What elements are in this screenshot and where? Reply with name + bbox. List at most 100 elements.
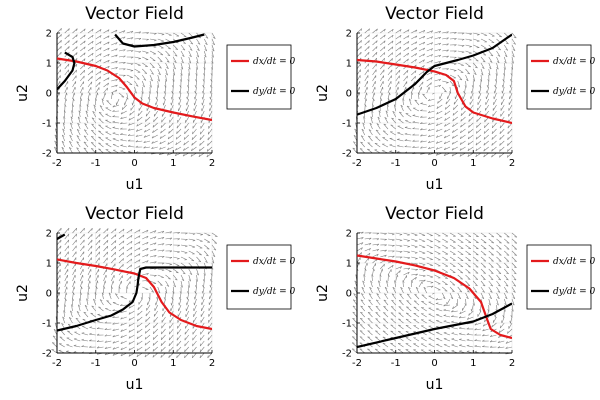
vector-arrow: [87, 92, 91, 100]
vector-arrow: [504, 256, 510, 262]
vector-arrow-head: [136, 118, 139, 122]
vector-arrow: [165, 237, 172, 240]
vector-arrow: [452, 122, 458, 128]
vector-arrow: [72, 92, 75, 100]
vector-arrow: [480, 280, 486, 287]
vector-arrow-head: [460, 278, 463, 280]
vector-arrow: [499, 146, 505, 152]
vector-arrow-head: [451, 147, 454, 151]
vector-arrow-head: [461, 45, 465, 47]
vector-arrow-head: [368, 293, 372, 295]
vector-arrow: [56, 251, 62, 258]
vector-arrow: [360, 141, 365, 148]
vector-arrow-head: [360, 46, 362, 49]
vector-arrow-head: [122, 246, 125, 250]
vector-arrow-head: [120, 335, 123, 338]
vector-arrow: [173, 268, 179, 274]
vector-arrow: [211, 56, 214, 64]
vector-arrow: [374, 149, 381, 154]
vector-arrow-head: [66, 350, 69, 352]
y-axis-label: u2: [15, 84, 31, 102]
vector-arrow: [363, 116, 366, 124]
vector-arrow: [497, 346, 505, 349]
vector-arrow-head: [115, 60, 118, 64]
vector-arrow-head: [163, 91, 166, 94]
vector-arrow-head: [135, 134, 138, 137]
vector-arrow: [507, 146, 513, 152]
vector-arrow: [167, 134, 174, 140]
vector-arrow: [203, 268, 206, 276]
vector-arrow: [496, 232, 502, 238]
vector-arrow: [459, 333, 466, 336]
vector-arrow-head: [120, 310, 123, 313]
vector-arrow: [83, 141, 89, 148]
vector-arrow: [395, 250, 403, 252]
vector-arrow-head: [454, 50, 457, 53]
vector-arrow: [72, 75, 77, 82]
vector-arrow-head: [101, 98, 104, 101]
vector-arrow: [428, 122, 435, 126]
vector-arrow: [144, 352, 151, 358]
vector-arrow: [80, 70, 85, 76]
vector-arrow: [207, 346, 213, 353]
vector-arrow: [145, 110, 151, 117]
vector-arrow-head: [137, 113, 139, 116]
vector-arrow: [159, 146, 166, 150]
vector-arrow: [496, 238, 502, 244]
vector-arrow-head: [184, 355, 186, 358]
vector-arrow: [449, 38, 457, 40]
vector-arrow-head: [386, 280, 389, 283]
vector-arrow-head: [510, 79, 512, 82]
vector-arrow-head: [451, 310, 454, 313]
vector-arrow: [112, 121, 120, 124]
vector-arrow: [84, 305, 89, 312]
vector-arrow-head: [146, 273, 149, 276]
vector-arrow: [169, 116, 174, 123]
vector-arrow-head: [361, 247, 363, 250]
vector-arrow: [417, 92, 420, 100]
vector-arrow-head: [60, 28, 62, 31]
vector-arrow: [191, 140, 197, 146]
vector-arrow-head: [412, 145, 415, 148]
vector-arrow: [149, 255, 157, 258]
vector-arrow: [428, 331, 435, 336]
vector-arrow-head: [161, 256, 165, 259]
vector-arrow: [480, 38, 487, 43]
vector-arrow: [405, 349, 412, 354]
vector-arrow-head: [145, 52, 149, 54]
vector-arrow: [418, 59, 425, 64]
vector-arrow-head: [128, 312, 131, 315]
vector-arrow: [157, 80, 159, 88]
vector-arrow-head: [182, 272, 186, 275]
vector-arrow: [452, 304, 458, 310]
vector-arrow-head: [154, 261, 157, 264]
vector-arrow-head: [148, 297, 151, 300]
vector-arrow: [466, 322, 474, 325]
vector-arrow: [444, 116, 451, 121]
vector-arrow: [483, 146, 489, 152]
vector-arrow-head: [352, 342, 355, 344]
vector-arrow: [356, 34, 362, 40]
vector-arrow-head: [359, 330, 363, 332]
vector-arrow-head: [501, 84, 504, 88]
vector-arrow-head: [481, 297, 485, 300]
vector-arrow: [375, 129, 381, 136]
vector-arrow: [511, 268, 517, 275]
vector-arrow-head: [210, 273, 213, 276]
vector-arrow-head: [384, 40, 386, 44]
vector-arrow: [403, 250, 410, 253]
vector-arrow-head: [458, 321, 462, 324]
vector-arrow: [196, 38, 201, 45]
vector-arrow: [142, 74, 147, 81]
vector-arrow: [364, 81, 368, 88]
vector-arrow-head: [177, 238, 180, 241]
vector-arrow-head: [454, 32, 457, 34]
vector-arrow: [134, 247, 141, 252]
vector-arrow: [507, 152, 513, 158]
vector-arrow: [79, 274, 83, 282]
vector-arrow: [211, 44, 215, 52]
vector-arrow: [444, 134, 451, 139]
vector-arrow: [418, 238, 426, 242]
vector-arrow: [149, 261, 157, 264]
vector-arrow-head: [137, 307, 139, 310]
